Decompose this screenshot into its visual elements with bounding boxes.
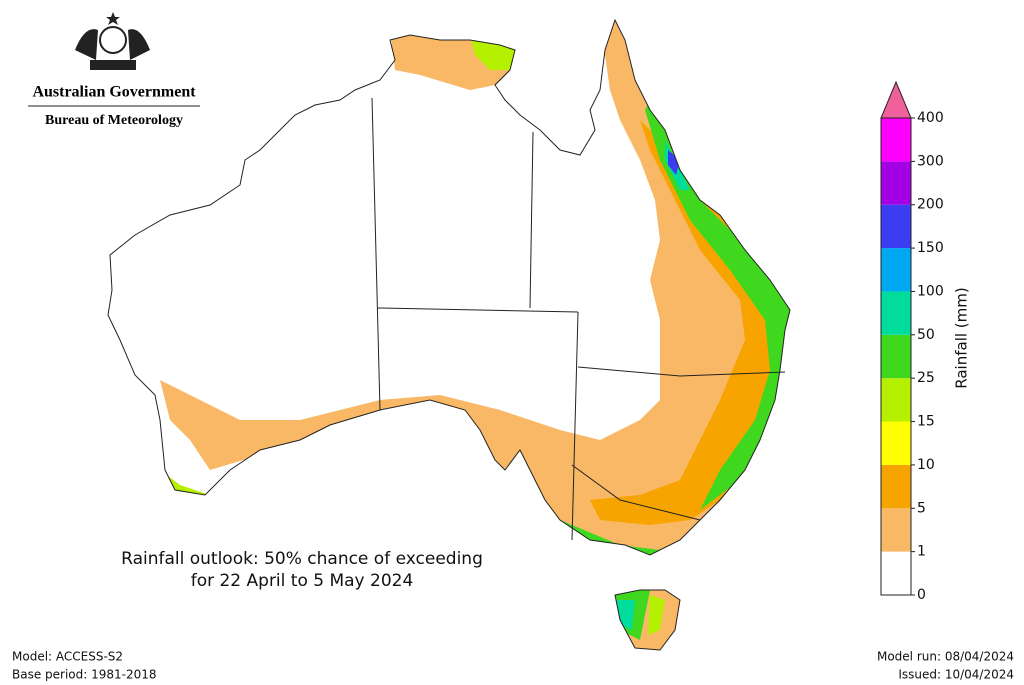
legend-extend (880, 80, 912, 119)
legend-tick-label: 200 (917, 197, 944, 213)
model-text: Model: ACCESS-S2 (12, 650, 123, 664)
model-run-text: Model run: 08/04/2024 (877, 650, 1014, 664)
legend-tick-label: 150 (917, 240, 944, 256)
legend-band (881, 421, 911, 465)
legend-tick-label: 100 (917, 283, 944, 299)
base-period-text: Base period: 1981-2018 (12, 668, 157, 682)
legend-band (881, 204, 911, 249)
state-borders (371, 97, 786, 541)
legend-band (881, 248, 911, 292)
legend-tick-label: 5 (917, 500, 926, 516)
outlook-title: Rainfall outlook: 50% chance of exceedin… (121, 549, 483, 569)
legend-band (881, 464, 911, 509)
legend-frame (880, 117, 912, 596)
legend-band (881, 378, 911, 422)
legend-tick-label: 15 (917, 414, 935, 430)
legend-tick-label: 50 (917, 327, 935, 343)
legend-band (881, 291, 911, 335)
legend-band (881, 334, 911, 379)
coastline (107, 18, 791, 651)
legend-band (881, 508, 911, 552)
legend-tick-label: 300 (917, 153, 944, 169)
outlook-period: for 22 April to 5 May 2024 (191, 571, 414, 591)
org-title: Australian Government (32, 84, 196, 101)
legend-title: Rainfall (mm) (953, 287, 971, 388)
legend-band (881, 118, 911, 162)
legend-band (881, 551, 911, 595)
legend-tick-label: 400 (917, 110, 944, 126)
legend-tick-label: 10 (917, 457, 935, 473)
legend-tick-label: 0 (917, 587, 926, 603)
legend-tick-label: 1 (917, 544, 926, 560)
legend-tick-label: 25 (917, 370, 935, 386)
legend-band (881, 161, 911, 205)
issued-text: Issued: 10/04/2024 (898, 668, 1014, 682)
org-subtitle: Bureau of Meteorology (45, 113, 183, 128)
logo (75, 12, 150, 70)
